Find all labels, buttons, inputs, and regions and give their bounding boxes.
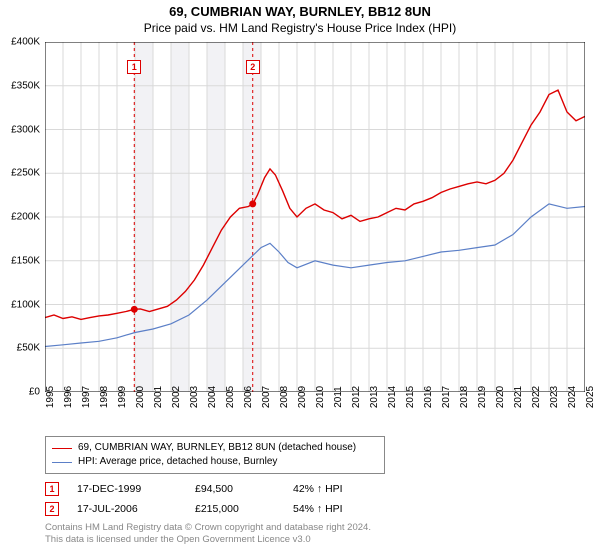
- x-tick-label: 2025: [585, 386, 596, 408]
- x-tick-label: 2005: [225, 386, 236, 408]
- footer-line: Contains HM Land Registry data © Crown c…: [45, 522, 585, 534]
- x-tick-label: 2010: [315, 386, 326, 408]
- y-tick-label: £400K: [11, 37, 40, 48]
- x-tick-label: 2011: [333, 386, 344, 408]
- x-tick-label: 2014: [387, 386, 398, 408]
- x-tick-label: 2004: [207, 386, 218, 408]
- event-row: 1 17-DEC-1999 £94,500 42% ↑ HPI: [45, 482, 585, 496]
- event-price: £215,000: [195, 503, 275, 515]
- page-title: 69, CUMBRIAN WAY, BURNLEY, BB12 8UN: [0, 4, 600, 19]
- x-tick-label: 2015: [405, 386, 416, 408]
- event-price: £94,500: [195, 483, 275, 495]
- event-marker-icon: 1: [127, 60, 141, 74]
- x-tick-label: 2006: [243, 386, 254, 408]
- events-table: 1 17-DEC-1999 £94,500 42% ↑ HPI 2 17-JUL…: [45, 482, 585, 516]
- x-tick-label: 2020: [495, 386, 506, 408]
- chart: £0£50K£100K£150K£200K£250K£300K£350K£400…: [45, 42, 585, 392]
- event-delta: 54% ↑ HPI: [293, 503, 343, 515]
- y-tick-label: £250K: [11, 168, 40, 179]
- x-tick-label: 2012: [351, 386, 362, 408]
- x-tick-label: 1999: [117, 386, 128, 408]
- footer: Contains HM Land Registry data © Crown c…: [45, 522, 585, 546]
- event-row: 2 17-JUL-2006 £215,000 54% ↑ HPI: [45, 502, 585, 516]
- x-tick-label: 1995: [45, 386, 56, 408]
- x-tick-label: 2000: [135, 386, 146, 408]
- event-marker-icon: 2: [246, 60, 260, 74]
- x-tick-label: 1997: [81, 386, 92, 408]
- event-date: 17-DEC-1999: [77, 483, 177, 495]
- event-marker-icon: 2: [45, 502, 59, 516]
- y-tick-label: £0: [29, 387, 40, 398]
- x-tick-label: 2016: [423, 386, 434, 408]
- legend-label: 69, CUMBRIAN WAY, BURNLEY, BB12 8UN (det…: [78, 441, 356, 455]
- x-tick-label: 2022: [531, 386, 542, 408]
- x-tick-label: 2001: [153, 386, 164, 408]
- legend-row: HPI: Average price, detached house, Burn…: [52, 455, 378, 469]
- x-tick-label: 2003: [189, 386, 200, 408]
- x-tick-label: 2023: [549, 386, 560, 408]
- x-tick-label: 2024: [567, 386, 578, 408]
- page-subtitle: Price paid vs. HM Land Registry's House …: [0, 21, 600, 35]
- y-tick-label: £150K: [11, 255, 40, 266]
- y-tick-label: £100K: [11, 299, 40, 310]
- event-date: 17-JUL-2006: [77, 503, 177, 515]
- x-tick-label: 2019: [477, 386, 488, 408]
- y-tick-label: £50K: [17, 343, 40, 354]
- x-tick-label: 2009: [297, 386, 308, 408]
- y-tick-label: £200K: [11, 212, 40, 223]
- x-tick-label: 2018: [459, 386, 470, 408]
- y-tick-label: £300K: [11, 124, 40, 135]
- x-tick-label: 1998: [99, 386, 110, 408]
- footer-line: This data is licensed under the Open Gov…: [45, 534, 585, 546]
- x-tick-label: 2017: [441, 386, 452, 408]
- legend-row: 69, CUMBRIAN WAY, BURNLEY, BB12 8UN (det…: [52, 441, 378, 455]
- x-tick-label: 1996: [63, 386, 74, 408]
- x-tick-label: 2008: [279, 386, 290, 408]
- x-tick-label: 2021: [513, 386, 524, 408]
- x-tick-label: 2007: [261, 386, 272, 408]
- legend-label: HPI: Average price, detached house, Burn…: [78, 455, 277, 469]
- chart-svg: [45, 42, 585, 392]
- legend-swatch-icon: [52, 462, 72, 463]
- legend-swatch-icon: [52, 448, 72, 449]
- event-delta: 42% ↑ HPI: [293, 483, 343, 495]
- x-tick-label: 2013: [369, 386, 380, 408]
- event-marker-icon: 1: [45, 482, 59, 496]
- y-tick-label: £350K: [11, 80, 40, 91]
- x-tick-label: 2002: [171, 386, 182, 408]
- legend-box: 69, CUMBRIAN WAY, BURNLEY, BB12 8UN (det…: [45, 436, 385, 474]
- legend-and-footer: 69, CUMBRIAN WAY, BURNLEY, BB12 8UN (det…: [45, 436, 585, 546]
